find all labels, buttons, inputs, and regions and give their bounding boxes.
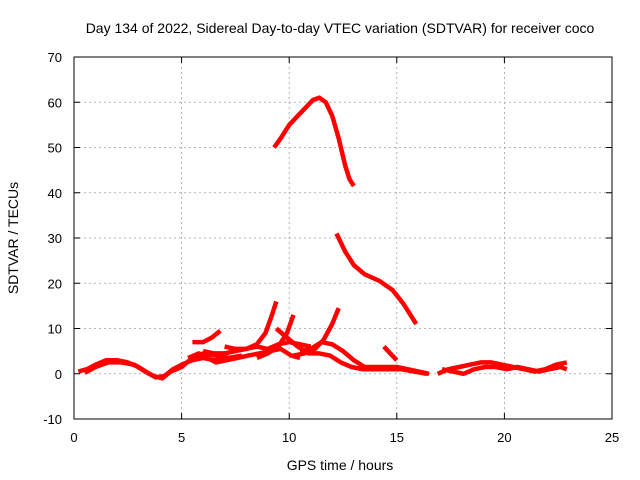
- y-tick-label: 30: [48, 231, 62, 246]
- series-line-track-10: [299, 339, 430, 377]
- y-tick-label: -10: [43, 412, 62, 427]
- x-tick-label: 10: [282, 430, 296, 445]
- y-tick-label: 70: [48, 50, 62, 65]
- x-tick-label: 5: [178, 430, 185, 445]
- x-tick-label: 0: [70, 430, 77, 445]
- y-tick-label: 50: [48, 141, 62, 156]
- axis-ticks: 0 5 10 15 20 25 -10 0 10 20 30 40 50 60 70: [43, 50, 619, 445]
- y-tick-label: 60: [48, 95, 62, 110]
- y-axis-title: SDTVAR / TECUs: [5, 182, 21, 294]
- series-line-track-8: [256, 314, 296, 360]
- series-line-track-15: [441, 364, 568, 377]
- series-line-track-6: [224, 300, 279, 352]
- data-series: [77, 95, 568, 381]
- x-tick-label: 15: [390, 430, 404, 445]
- y-tick-label: 40: [48, 186, 62, 201]
- y-tick-label: 10: [48, 322, 62, 337]
- x-tick-label: 25: [605, 430, 619, 445]
- y-tick-label: 20: [48, 276, 62, 291]
- x-axis-title: GPS time / hours: [287, 457, 394, 473]
- series-line-track-13: [334, 232, 419, 326]
- series-line-track-11: [382, 345, 399, 362]
- chart-title: Day 134 of 2022, Sidereal Day-to-day VTE…: [86, 20, 595, 36]
- x-tick-label: 20: [497, 430, 511, 445]
- y-tick-label: 0: [55, 367, 62, 382]
- series-line-track-12: [272, 95, 356, 188]
- series-line-track-3: [187, 346, 301, 365]
- series-line-track-4: [192, 329, 222, 345]
- grid-lines: [74, 57, 612, 419]
- series-line-track-2: [83, 351, 243, 381]
